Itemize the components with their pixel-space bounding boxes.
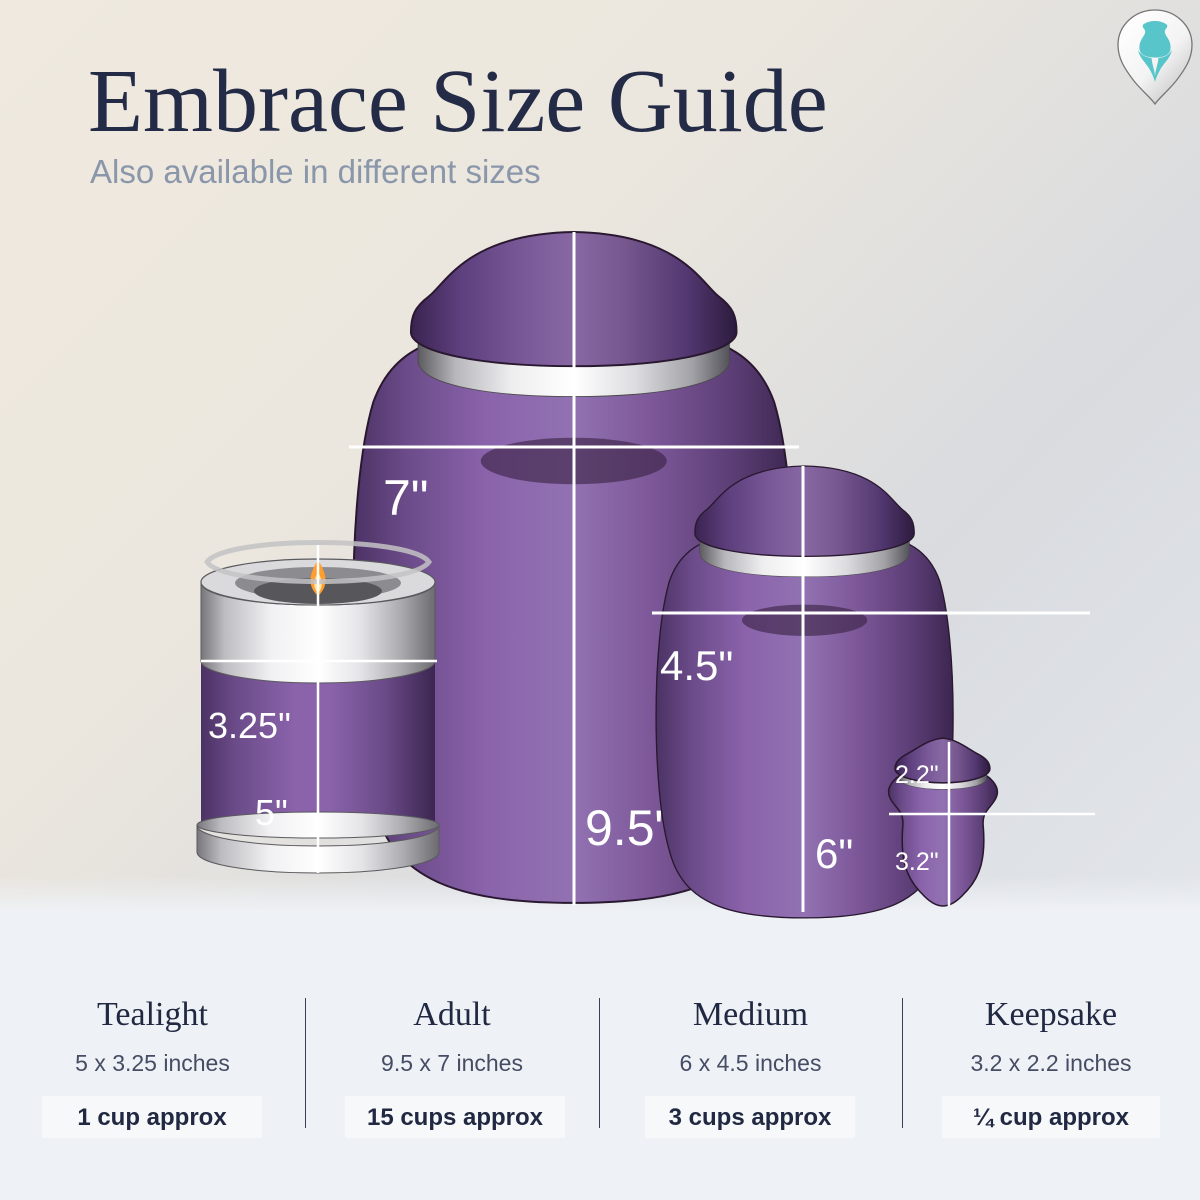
- svg-text:7": 7": [383, 470, 429, 526]
- svg-text:3.25": 3.25": [208, 705, 291, 746]
- svg-text:9.5": 9.5": [585, 800, 672, 856]
- svg-text:2.2": 2.2": [895, 761, 939, 789]
- svg-text:5": 5": [255, 792, 288, 833]
- svg-text:3.2": 3.2": [895, 848, 939, 876]
- svg-text:4.5": 4.5": [660, 642, 733, 689]
- svg-text:6": 6": [815, 830, 853, 877]
